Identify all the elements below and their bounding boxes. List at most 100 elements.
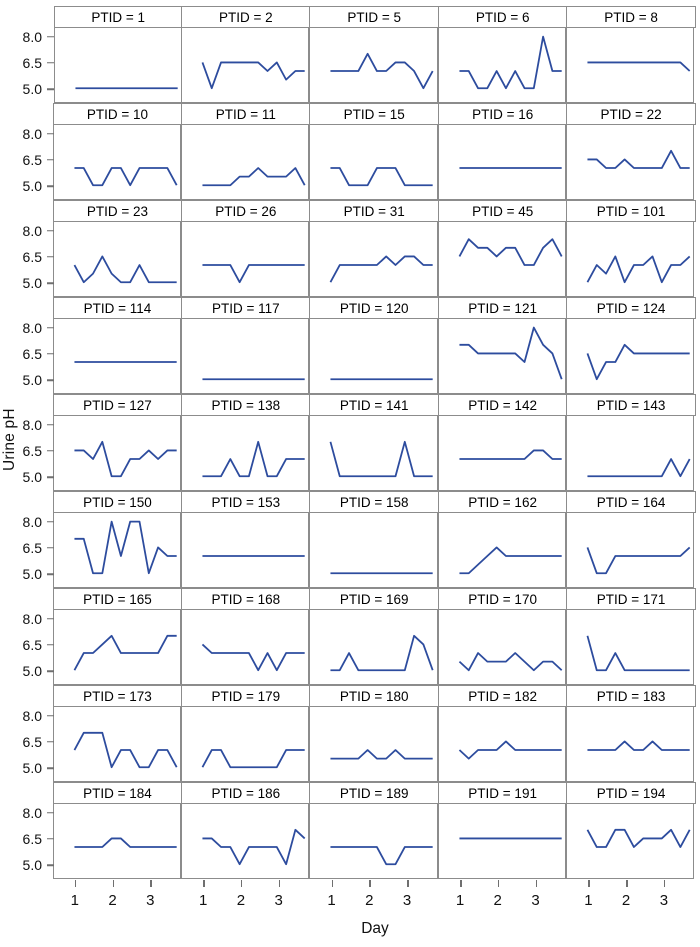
panel-header: PTID = 6 — [437, 6, 568, 28]
y-tick-mark — [47, 423, 54, 426]
panel-header: PTID = 138 — [180, 394, 311, 416]
line-series — [74, 838, 176, 847]
x-tick-mark — [626, 880, 628, 887]
panel-header: PTID = 168 — [180, 588, 311, 610]
y-tick-mark — [47, 282, 54, 284]
x-tick-mark — [331, 880, 334, 887]
panel-plot — [437, 319, 567, 394]
y-tick-label: 8.0 — [22, 28, 42, 45]
panel-header: PTID = 101 — [566, 200, 696, 222]
panel: PTID = 124 — [566, 297, 696, 394]
panel-header: PTID = 1 — [54, 6, 183, 28]
panel-plot — [309, 28, 438, 103]
y-tick-label: 8.0 — [22, 804, 42, 821]
x-tick-label: 2 — [365, 892, 374, 909]
y-tick-mark — [47, 520, 54, 523]
panel: PTID = 191 — [437, 782, 568, 879]
panel-plot — [309, 416, 438, 491]
panel: PTID = 180 — [309, 685, 440, 782]
panel: PTID = 142 — [437, 394, 568, 491]
panel-plot — [52, 513, 181, 588]
y-tick-label: 5.0 — [22, 275, 42, 291]
panel-header: PTID = 162 — [437, 491, 568, 513]
panel: PTID = 143 — [566, 394, 696, 491]
y-tick-mark — [47, 644, 54, 646]
line-series — [74, 636, 176, 670]
x-tick-mark — [74, 880, 77, 887]
x-tick-label: 3 — [146, 892, 155, 909]
line-series — [202, 644, 304, 670]
panel-header: PTID = 189 — [309, 782, 440, 804]
line-series — [202, 265, 304, 282]
line-series — [459, 450, 561, 459]
panel-header: PTID = 121 — [437, 297, 568, 319]
y-tick-mark — [47, 326, 54, 329]
panel-header: PTID = 142 — [437, 394, 568, 416]
x-tick-mark — [203, 880, 205, 887]
line-series — [459, 37, 561, 89]
y-tick-mark — [47, 159, 54, 161]
panel-plot — [437, 416, 567, 491]
y-tick-row: 8.0 6.5 5.0 — [0, 222, 54, 297]
y-tick-label: 6.5 — [22, 830, 42, 847]
panel-header: PTID = 23 — [52, 200, 183, 222]
panel-header: PTID = 8 — [566, 6, 696, 28]
panel-plot — [309, 513, 438, 588]
y-tick-row: 8.0 6.5 5.0 — [0, 125, 54, 200]
line-series — [459, 328, 561, 380]
panel-plot — [566, 28, 695, 103]
panel: PTID = 127 — [52, 394, 183, 491]
panel: PTID = 16 — [437, 103, 568, 200]
line-series — [331, 256, 433, 282]
line-series — [588, 345, 690, 379]
panel-plot — [437, 28, 567, 103]
x-tick-label: 2 — [108, 892, 117, 909]
line-series — [588, 459, 690, 476]
panel-plot — [180, 610, 310, 685]
y-tick-label: 8.0 — [22, 319, 42, 336]
panel-header: PTID = 180 — [309, 685, 440, 707]
y-tick-label: 8.0 — [22, 610, 42, 627]
y-tick-label: 6.5 — [22, 54, 42, 71]
line-series — [588, 830, 690, 847]
panel-header: PTID = 31 — [309, 200, 440, 222]
panel-header: PTID = 127 — [52, 394, 183, 416]
y-tick-label: 8.0 — [22, 416, 42, 433]
panel-header: PTID = 120 — [309, 297, 440, 319]
panel-header: PTID = 186 — [180, 782, 311, 804]
panel-plot — [52, 222, 181, 297]
panel: PTID = 171 — [566, 588, 696, 685]
panel-plot — [54, 28, 183, 103]
line-series — [331, 750, 433, 759]
y-tick-mark — [47, 864, 54, 866]
y-tick-mark — [47, 62, 54, 64]
line-series — [74, 522, 176, 574]
y-tick-row: 8.0 6.5 5.0 — [0, 513, 54, 588]
line-series — [459, 653, 561, 670]
panel-header: PTID = 170 — [437, 588, 568, 610]
panel: PTID = 179 — [180, 685, 311, 782]
line-series — [74, 168, 176, 185]
panel-header: PTID = 5 — [309, 6, 440, 28]
line-series — [74, 442, 176, 476]
y-tick-mark — [47, 132, 54, 135]
panel: PTID = 11 — [180, 103, 311, 200]
line-series — [588, 636, 690, 670]
panel-plot — [566, 222, 695, 297]
panel-plot — [437, 804, 567, 879]
panel-header: PTID = 2 — [180, 6, 311, 28]
x-tick-label: 3 — [274, 892, 283, 909]
y-tick-label: 5.0 — [22, 372, 42, 388]
y-tick-label: 8.0 — [22, 125, 42, 142]
x-tick-label: 1 — [584, 892, 593, 909]
panel-plot — [52, 610, 181, 685]
y-tick-mark — [47, 838, 54, 840]
y-tick-mark — [47, 450, 54, 452]
panel-plot — [437, 513, 567, 588]
panel-header: PTID = 173 — [52, 685, 183, 707]
panel: PTID = 162 — [437, 491, 568, 588]
panel-plot — [180, 804, 310, 879]
panel-header: PTID = 117 — [180, 297, 311, 319]
x-tick-mark — [535, 880, 537, 887]
panel-plot — [437, 707, 567, 782]
